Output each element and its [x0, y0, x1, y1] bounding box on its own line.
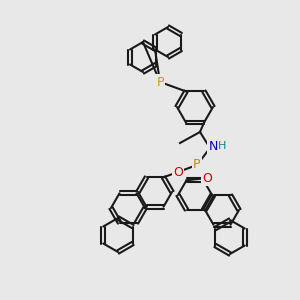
- Text: O: O: [173, 166, 183, 178]
- Text: O: O: [202, 172, 212, 184]
- Text: P: P: [193, 158, 201, 172]
- Text: P: P: [156, 76, 164, 88]
- Text: N: N: [208, 140, 218, 152]
- Text: H: H: [218, 141, 226, 151]
